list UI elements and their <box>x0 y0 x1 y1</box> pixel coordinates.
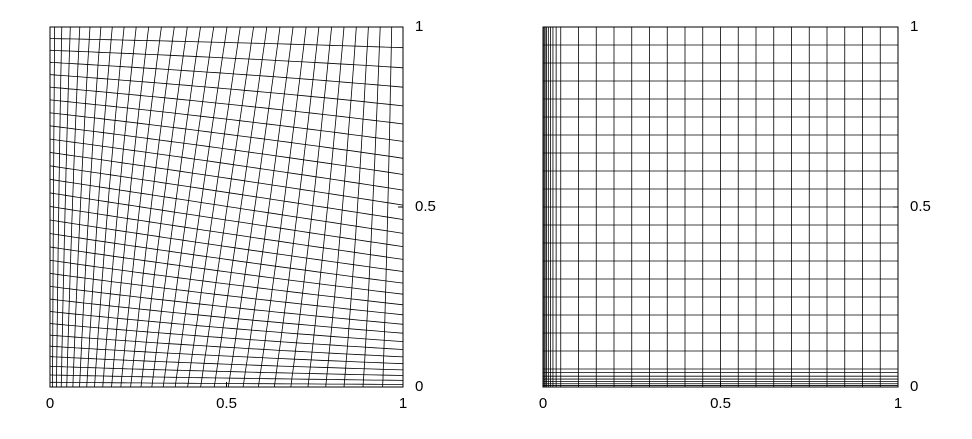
x-tick-label: 0.5 <box>710 395 731 412</box>
y-tick-label: 1 <box>910 18 918 35</box>
mesh-line <box>49 206 404 260</box>
mesh-line <box>49 86 404 125</box>
mesh-line <box>72 26 91 388</box>
y-tick-label: 0.5 <box>910 198 931 215</box>
x-tick-label: 0 <box>539 395 547 412</box>
mesh-line <box>162 26 215 388</box>
mesh-line <box>49 365 404 376</box>
y-tick-label: 0 <box>415 378 423 395</box>
mesh-line <box>273 26 320 388</box>
mesh-line <box>362 26 381 388</box>
mesh-line <box>56 26 63 387</box>
mesh-line <box>213 26 268 388</box>
y-tick-label: 0 <box>910 378 918 395</box>
x-tick-label: 1 <box>399 395 407 412</box>
mesh-line <box>49 323 404 350</box>
mesh-line <box>49 345 404 365</box>
mesh-line <box>382 26 393 387</box>
mesh-line <box>86 26 113 388</box>
mesh-line <box>49 61 404 88</box>
mesh-line <box>49 49 404 69</box>
y-tick-label: 1 <box>415 18 423 35</box>
mesh-line <box>49 179 404 234</box>
plot-frame <box>49 26 404 388</box>
mesh-line <box>94 26 125 388</box>
x-tick-label: 1 <box>894 395 902 412</box>
y-tick-label: 0.5 <box>415 198 436 215</box>
mesh-line <box>343 26 369 388</box>
x-tick-label: 0.5 <box>216 395 237 412</box>
mesh-line <box>49 138 404 191</box>
mesh-line <box>325 26 357 388</box>
x-tick-label: 0 <box>46 395 54 412</box>
mesh-line <box>49 192 404 247</box>
mesh-line <box>60 26 71 388</box>
mesh-line <box>174 26 228 388</box>
mesh-line <box>49 74 404 107</box>
mesh-line <box>228 26 281 388</box>
mesh-line <box>200 26 254 388</box>
mesh-line <box>49 38 404 49</box>
mesh-line <box>49 219 404 272</box>
mesh-line <box>49 233 404 284</box>
mesh-line <box>49 125 404 175</box>
mesh-line <box>49 152 404 206</box>
